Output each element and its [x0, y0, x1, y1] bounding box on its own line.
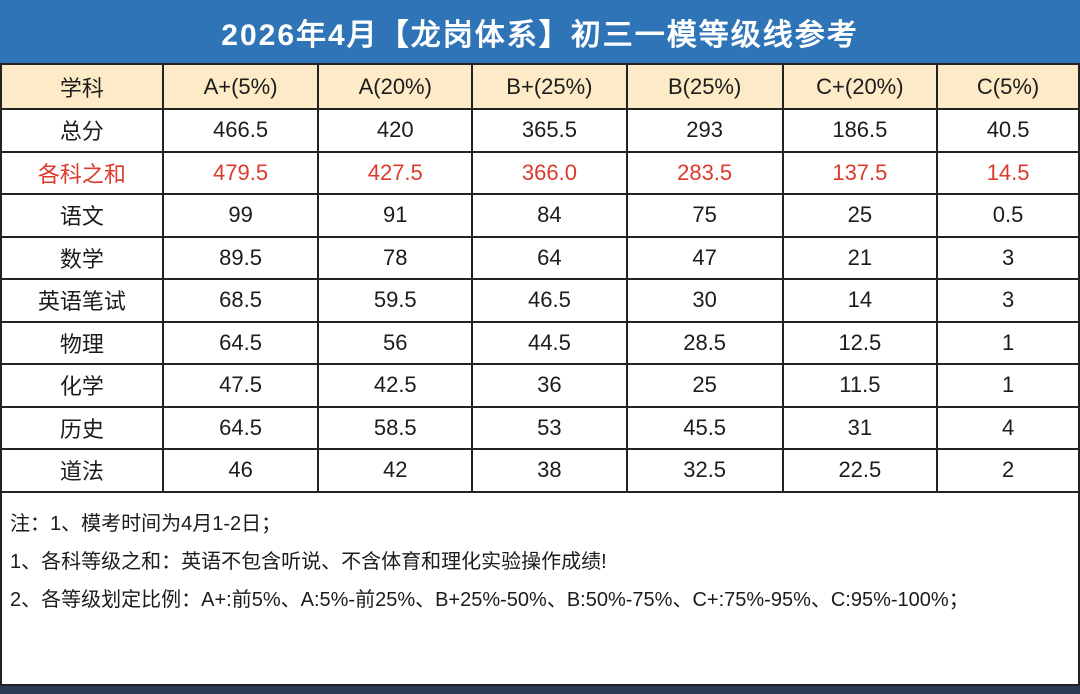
value-cell: 1 — [936, 363, 1080, 408]
note-line: 注：1、模考时间为4月1-2日； — [10, 512, 282, 535]
value-cell: 420 — [317, 108, 474, 153]
value-cell: 1 — [936, 320, 1080, 365]
note-line: 2、各等级划定比例：A+:前5%、A:5%-前25%、B+25%-50%、B:5… — [10, 588, 969, 611]
grade-table-body: 总分 466.5 420 365.5 293 186.5 40.5 各科之和 479.5 4… — [0, 108, 1080, 493]
column-header: A(20%) — [317, 63, 474, 110]
value-cell: 45.5 — [625, 405, 784, 450]
value-cell: 53 — [471, 405, 628, 450]
table-row: 历史 64.5 58.5 53 45.5 31 4 — [0, 405, 1080, 450]
table-row: 数学 89.5 78 64 47 21 3 — [0, 235, 1080, 280]
grade-table: 学科 A+(5%) A(20%) B+(25%) B(25%) C+(20%) … — [0, 63, 1080, 493]
value-cell: 68.5 — [161, 278, 320, 323]
table-row: 道法 46 42 38 32.5 22.5 2 — [0, 448, 1080, 493]
table-row: 化学 47.5 42.5 36 25 11.5 1 — [0, 363, 1080, 408]
subject-cell: 英语笔试 — [0, 278, 164, 323]
page-title: 2026年4月【龙岗体系】初三一模等级线参考 — [221, 18, 859, 52]
value-cell: 64 — [471, 235, 628, 280]
column-header: B(25%) — [625, 63, 784, 110]
column-header: C(5%) — [936, 63, 1080, 110]
subject-cell: 历史 — [0, 405, 164, 450]
value-cell: 56 — [317, 320, 474, 365]
value-cell: 47.5 — [161, 363, 320, 408]
value-cell: 46.5 — [471, 278, 628, 323]
value-cell: 36 — [471, 363, 628, 408]
subject-cell: 语文 — [0, 193, 164, 238]
value-cell: 91 — [317, 193, 474, 238]
subject-cell: 道法 — [0, 448, 164, 493]
table-header-row: 学科 A+(5%) A(20%) B+(25%) B(25%) C+(20%) … — [0, 63, 1080, 110]
value-cell: 42.5 — [317, 363, 474, 408]
subject-cell: 数学 — [0, 235, 164, 280]
value-cell: 31 — [781, 405, 939, 450]
value-cell: 3 — [936, 235, 1080, 280]
table-row: 英语笔试 68.5 59.5 46.5 30 14 3 — [0, 278, 1080, 323]
value-cell: 365.5 — [471, 108, 628, 153]
value-cell: 42 — [317, 448, 474, 493]
value-cell: 137.5 — [781, 150, 939, 195]
value-cell: 28.5 — [625, 320, 784, 365]
value-cell: 89.5 — [161, 235, 320, 280]
value-cell: 38 — [471, 448, 628, 493]
value-cell: 44.5 — [471, 320, 628, 365]
value-cell: 14.5 — [936, 150, 1080, 195]
value-cell: 25 — [625, 363, 784, 408]
value-cell: 78 — [317, 235, 474, 280]
column-header: C+(20%) — [781, 63, 939, 110]
value-cell: 366.0 — [471, 150, 628, 195]
value-cell: 186.5 — [781, 108, 939, 153]
value-cell: 293 — [625, 108, 784, 153]
value-cell: 466.5 — [161, 108, 320, 153]
value-cell: 3 — [936, 278, 1080, 323]
note-line: 1、各科等级之和：英语不包含听说、不含体育和理化实验操作成绩! — [10, 550, 607, 573]
value-cell: 25 — [781, 193, 939, 238]
column-header: B+(25%) — [471, 63, 628, 110]
value-cell: 64.5 — [161, 320, 320, 365]
value-cell: 84 — [471, 193, 628, 238]
value-cell: 59.5 — [317, 278, 474, 323]
column-header-subject: 学科 — [0, 63, 164, 110]
table-row: 语文 99 91 84 75 25 0.5 — [0, 193, 1080, 238]
column-header: A+(5%) — [161, 63, 320, 110]
notes-section: 注：1、模考时间为4月1-2日； 1、各科等级之和：英语不包含听说、不含体育和理… — [0, 492, 1080, 686]
table-row: 总分 466.5 420 365.5 293 186.5 40.5 — [0, 108, 1080, 153]
value-cell: 479.5 — [161, 150, 320, 195]
value-cell: 40.5 — [936, 108, 1080, 153]
value-cell: 30 — [625, 278, 784, 323]
table-row: 物理 64.5 56 44.5 28.5 12.5 1 — [0, 320, 1080, 365]
value-cell: 75 — [625, 193, 784, 238]
table-row: 各科之和 479.5 427.5 366.0 283.5 137.5 14.5 — [0, 150, 1080, 195]
value-cell: 32.5 — [625, 448, 784, 493]
value-cell: 46 — [161, 448, 320, 493]
value-cell: 64.5 — [161, 405, 320, 450]
value-cell: 21 — [781, 235, 939, 280]
subject-cell: 物理 — [0, 320, 164, 365]
value-cell: 11.5 — [781, 363, 939, 408]
value-cell: 2 — [936, 448, 1080, 493]
value-cell: 427.5 — [317, 150, 474, 195]
value-cell: 47 — [625, 235, 784, 280]
subject-cell: 总分 — [0, 108, 164, 153]
value-cell: 0.5 — [936, 193, 1080, 238]
value-cell: 58.5 — [317, 405, 474, 450]
value-cell: 99 — [161, 193, 320, 238]
value-cell: 22.5 — [781, 448, 939, 493]
subject-cell: 各科之和 — [0, 150, 164, 195]
bottom-bar — [0, 686, 1080, 694]
value-cell: 14 — [781, 278, 939, 323]
value-cell: 4 — [936, 405, 1080, 450]
value-cell: 12.5 — [781, 320, 939, 365]
value-cell: 283.5 — [625, 150, 784, 195]
title-bar: 2026年4月【龙岗体系】初三一模等级线参考 — [0, 0, 1080, 63]
subject-cell: 化学 — [0, 363, 164, 408]
